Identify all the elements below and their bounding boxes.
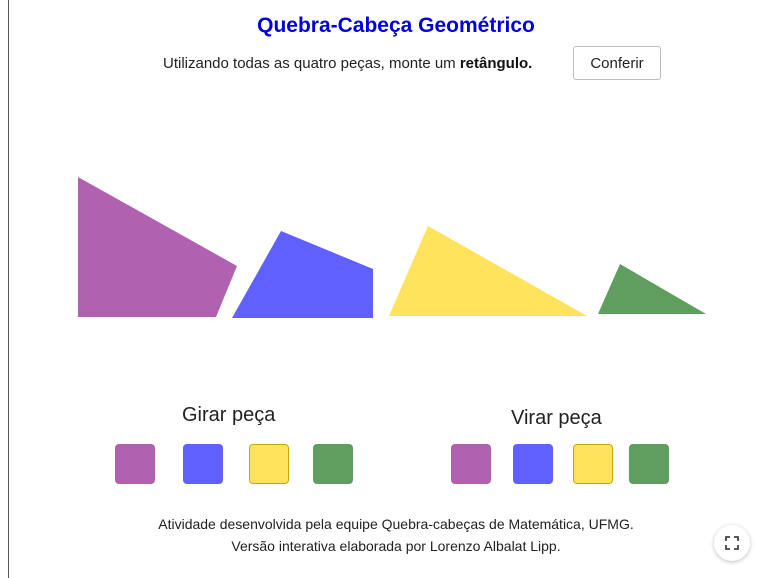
rotate-green-button[interactable] bbox=[313, 444, 353, 484]
page-title: Quebra-Cabeça Geométrico bbox=[257, 14, 535, 37]
flip-blue-button[interactable] bbox=[513, 444, 553, 484]
fullscreen-icon bbox=[725, 536, 739, 550]
flip-piece-label: Virar peça bbox=[511, 407, 602, 429]
check-button[interactable]: Conferir bbox=[573, 46, 661, 80]
credits: Atividade desenvolvida pela equipe Quebr… bbox=[0, 513, 758, 557]
flip-purple-button[interactable] bbox=[451, 444, 491, 484]
credits-line-2: Versão interativa elaborada por Lorenzo … bbox=[231, 538, 561, 554]
rotate-yellow-button[interactable] bbox=[249, 444, 289, 484]
yellow-piece[interactable] bbox=[389, 226, 587, 316]
credits-line-1: Atividade desenvolvida pela equipe Quebr… bbox=[158, 516, 634, 532]
instruction-prefix: Utilizando todas as quatro peças, monte … bbox=[163, 55, 460, 72]
green-piece[interactable] bbox=[598, 264, 706, 314]
fullscreen-button[interactable] bbox=[714, 525, 750, 561]
instruction-text: Utilizando todas as quatro peças, monte … bbox=[163, 55, 532, 72]
rotate-piece-label: Girar peça bbox=[182, 404, 276, 426]
instruction-target-shape: retângulo. bbox=[459, 55, 533, 72]
rotate-purple-button[interactable] bbox=[115, 444, 155, 484]
flip-yellow-button[interactable] bbox=[573, 444, 613, 484]
flip-green-button[interactable] bbox=[629, 444, 669, 484]
puzzle-board bbox=[78, 177, 706, 318]
rotate-blue-button[interactable] bbox=[183, 444, 223, 484]
blue-piece[interactable] bbox=[232, 231, 373, 318]
purple-piece[interactable] bbox=[78, 177, 237, 317]
left-border bbox=[8, 0, 9, 578]
